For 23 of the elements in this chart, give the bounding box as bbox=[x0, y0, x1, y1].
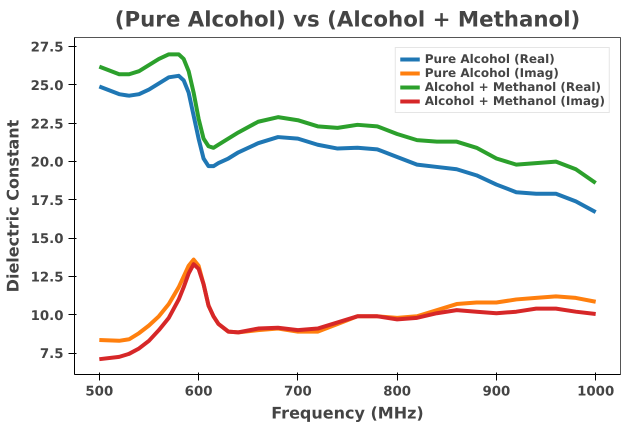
y-tick-label: 22.5 bbox=[30, 117, 64, 132]
y-tick-label: 10.0 bbox=[30, 308, 64, 324]
y-tick-label: 27.5 bbox=[30, 40, 64, 56]
y-tick-label: 17.5 bbox=[30, 194, 64, 209]
line-series bbox=[97, 262, 598, 362]
x-tick-label: 600 bbox=[184, 384, 213, 400]
x-tick-label: 500 bbox=[85, 384, 114, 400]
legend-label: Alcohol + Methanol (Imag) bbox=[424, 94, 605, 108]
chart-title: (Pure Alcohol) vs (Alcohol + Methanol) bbox=[114, 8, 580, 32]
y-tick-label: 12.5 bbox=[30, 270, 64, 286]
x-axis-title: Frequency (MHz) bbox=[271, 404, 424, 422]
y-tick-label: 20.0 bbox=[30, 156, 64, 171]
legend-label: Pure Alcohol (Real) bbox=[424, 52, 555, 66]
y-tick-label: 15.0 bbox=[30, 232, 64, 248]
y-tick-label: 25.0 bbox=[30, 78, 64, 94]
y-tick-label: 7.5 bbox=[40, 347, 64, 362]
legend-label: Alcohol + Methanol (Real) bbox=[424, 80, 601, 94]
y-axis-title: Dielectric Constant bbox=[4, 119, 23, 292]
x-tick-label: 800 bbox=[383, 384, 412, 400]
x-tick-label: 900 bbox=[482, 384, 510, 400]
legend-label: Pure Alcohol (Imag) bbox=[424, 66, 559, 80]
x-tick-label: 1000 bbox=[577, 384, 614, 400]
x-tick-label: 700 bbox=[284, 384, 312, 400]
